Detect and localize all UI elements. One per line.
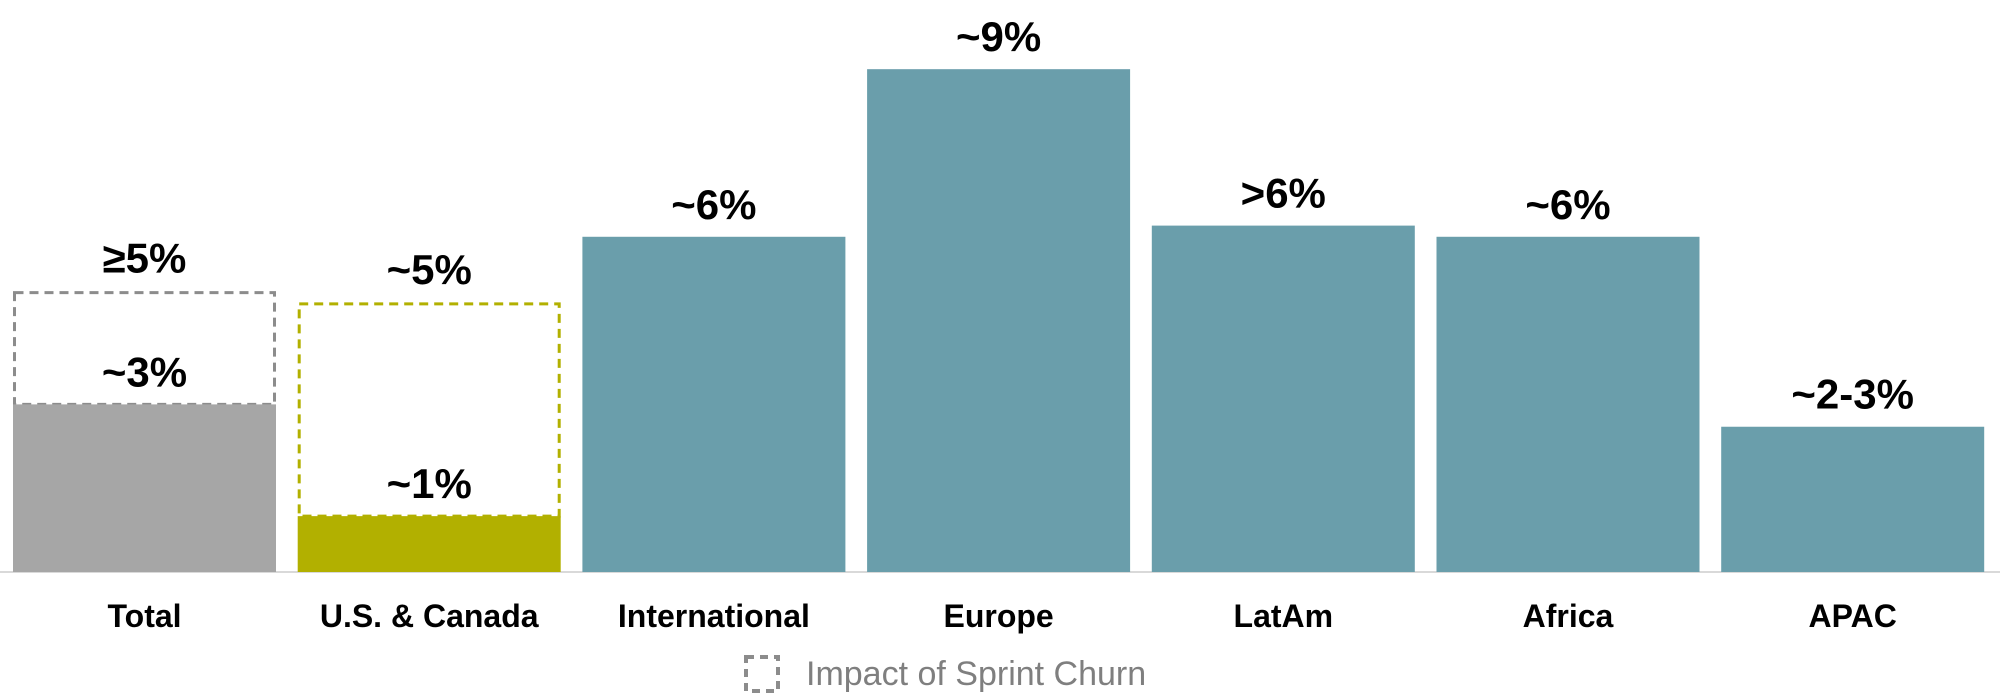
bar-latam	[1151, 225, 1415, 572]
value-label-africa: ~6%	[1525, 181, 1610, 228]
category-labels-layer: Total U.S. & Canada International Europe Lat…	[107, 598, 1896, 634]
category-label-europe: Europe	[943, 598, 1053, 634]
category-label-latam: LatAm	[1234, 598, 1334, 634]
value-label-international: ~6%	[671, 181, 756, 228]
impact-label-u-s-and-canada: ~5%	[387, 246, 472, 293]
legend: Impact of Sprint Churn	[744, 655, 1146, 693]
bars-layer	[13, 69, 1985, 573]
legend-label: Impact of Sprint Churn	[806, 655, 1146, 693]
value-label-apac: ~2-3%	[1791, 371, 1914, 418]
bar-apac	[1721, 426, 1985, 572]
value-label-u-s-and-canada: ~1%	[387, 460, 472, 507]
value-labels-layer: ~3% ~1% ~6% ~9% >6% ~6% ~2-3% ≥5% ~5%	[102, 13, 1914, 507]
bar-u-s-and-canada	[297, 516, 561, 572]
value-label-total: ~3%	[102, 348, 187, 395]
impact-label-total: ≥5%	[103, 235, 187, 282]
value-label-latam: >6%	[1241, 170, 1326, 217]
value-label-europe: ~9%	[956, 13, 1041, 60]
bar-total	[13, 404, 276, 572]
category-label-u-s-and-canada: U.S. & Canada	[320, 598, 539, 634]
legend-dashed-box-icon	[744, 655, 780, 693]
category-label-total: Total	[107, 598, 181, 634]
bar-europe	[867, 69, 1131, 572]
bar-africa	[1436, 236, 1700, 573]
bar-international	[582, 236, 846, 573]
category-label-apac: APAC	[1809, 598, 1897, 634]
category-label-international: International	[618, 598, 810, 634]
category-label-africa: Africa	[1523, 598, 1614, 634]
